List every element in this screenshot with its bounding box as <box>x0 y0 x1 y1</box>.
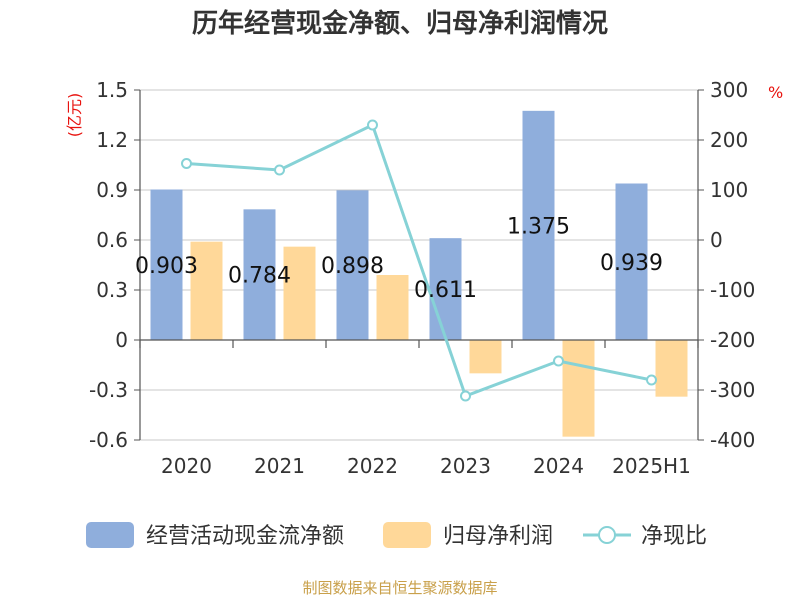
x-axis-tick-label: 2021 <box>254 454 305 478</box>
bars <box>150 110 688 437</box>
legend-swatch-net-profit <box>383 522 431 548</box>
left-axis-tick-label: 1.5 <box>96 78 128 102</box>
right-axis-tick-label: -300 <box>710 378 755 402</box>
data-labels: 0.903 0.784 0.898 0.611 1.375 0.939 <box>135 214 663 303</box>
legend-label-ratio: 净现比 <box>641 524 707 549</box>
cash-flow-data-label: 0.784 <box>228 264 291 289</box>
bar-cash-flow <box>243 209 276 340</box>
ratio-line <box>181 119 657 402</box>
ratio-point <box>181 158 192 169</box>
x-axis-tick-label: 2020 <box>161 454 212 478</box>
right-axis-unit: % <box>768 83 783 102</box>
bar-net-profit <box>376 275 409 340</box>
cash-flow-data-label: 0.939 <box>600 251 663 276</box>
axes <box>134 89 704 441</box>
tick-labels: 1.5 1.2 0.9 0.6 0.3 0 -0.3 -0.6 300 200 100 0 -100 -2… <box>89 78 755 478</box>
cash-flow-data-label: 0.898 <box>321 254 384 279</box>
legend-swatch-cash-flow <box>86 522 134 548</box>
right-axis-tick-label: 100 <box>710 178 748 202</box>
bar-net-profit <box>655 340 688 397</box>
left-axis-tick-label: 0 <box>115 328 128 352</box>
right-axis-tick-label: 300 <box>710 78 748 102</box>
right-axis-tick-label: 0 <box>710 228 723 252</box>
left-axis-tick-label: -0.6 <box>89 428 128 452</box>
cash-flow-data-label: 1.375 <box>507 214 570 239</box>
ratio-point <box>646 374 657 386</box>
left-axis-tick-label: -0.3 <box>89 378 128 402</box>
cash-flow-data-label: 0.611 <box>414 278 477 303</box>
bar-net-profit <box>562 340 595 437</box>
bar-cash-flow <box>150 189 183 340</box>
ratio-line-path <box>186 122 652 398</box>
cash-flow-data-label: 0.903 <box>135 254 198 279</box>
bar-cash-flow <box>615 183 648 340</box>
bar-net-profit <box>190 241 223 340</box>
legend-label-cash-flow: 经营活动现金流净额 <box>146 524 344 549</box>
bar-net-profit <box>283 246 316 340</box>
legend-marker-ratio <box>598 526 616 544</box>
bar-cash-flow <box>429 238 462 340</box>
right-axis-tick-label: -400 <box>710 428 755 452</box>
legend-label-net-profit: 归母净利润 <box>443 524 553 549</box>
ratio-point <box>367 119 378 131</box>
x-axis-tick-label: 2022 <box>347 454 398 478</box>
bar-cash-flow <box>522 110 555 340</box>
left-axis-tick-label: 1.2 <box>96 128 128 152</box>
left-axis-tick-label: 0.6 <box>96 228 128 252</box>
left-axis-unit: (亿元) <box>65 93 84 138</box>
bar-net-profit <box>469 340 502 374</box>
bar-cash-flow <box>336 190 369 340</box>
ratio-point <box>460 390 471 402</box>
chart-title: 历年经营现金净额、归母净利润情况 <box>192 8 608 39</box>
source-note: 制图数据来自恒生聚源数据库 <box>302 579 497 597</box>
ratio-point <box>274 164 285 176</box>
legend: 经营活动现金流净额 归母净利润 净现比 <box>86 522 707 549</box>
right-axis-tick-label: -100 <box>710 278 755 302</box>
left-axis-tick-label: 0.9 <box>96 178 128 202</box>
x-axis-tick-label: 2023 <box>440 454 491 478</box>
x-axis-tick-label: 2025H1 <box>612 454 691 478</box>
x-axis-tick-label: 2024 <box>533 454 584 478</box>
right-axis-tick-label: -200 <box>710 328 755 352</box>
ratio-point <box>553 355 564 367</box>
right-axis-tick-label: 200 <box>710 128 748 152</box>
left-axis-tick-label: 0.3 <box>96 278 128 302</box>
